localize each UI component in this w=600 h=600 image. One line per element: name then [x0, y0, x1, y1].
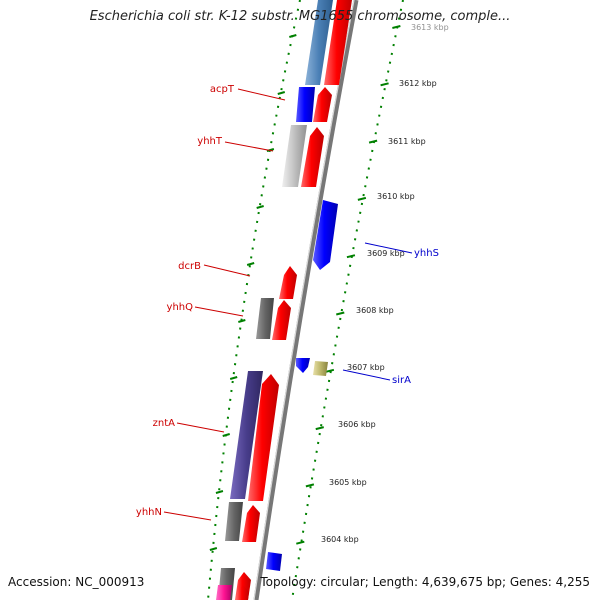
gene-feature-yhhT: [282, 125, 307, 187]
gene-feature-yhhQ-pair: [272, 300, 291, 340]
gene-label-zntA: zntA: [153, 418, 176, 429]
outer-ring-tick: [368, 139, 378, 144]
gene-label-acpT: acpT: [210, 84, 235, 95]
scale-label-3613: 3613 kbp: [411, 23, 449, 32]
connector-yhhN: [163, 511, 212, 521]
scale-label-3610: 3610 kbp: [377, 192, 415, 201]
gene-feature-bottom-red-2: [236, 585, 249, 600]
gene-label-dcrB: dcrB: [178, 261, 201, 272]
gene-feature-acpT: [296, 87, 315, 122]
outer-ring-tick: [296, 540, 305, 545]
label-connectors: [163, 88, 413, 521]
gene-label-yhhN: yhhN: [136, 507, 162, 518]
gene-label-sirA: sirA: [392, 375, 411, 386]
outer-ring-tick: [346, 254, 356, 259]
gene-label-yhhS: yhhS: [414, 248, 439, 259]
inner-ring-tick: [229, 376, 238, 380]
scale-label-3605: 3605 kbp: [329, 478, 367, 487]
inner-ring-tick: [222, 433, 230, 437]
outer-ring-tick: [305, 483, 315, 488]
gene-feature-yhhQ: [256, 298, 274, 339]
gene-feature-bottom-blue: [266, 552, 282, 571]
chromosome-backbone: [253, 0, 359, 600]
accession-text: Accession: NC_000913: [8, 575, 145, 589]
gene-feature-yhhT-pair: [301, 127, 324, 187]
outer-ring-tick: [357, 196, 367, 201]
inner-ring-tick: [215, 490, 224, 494]
inner-ring-tick: [209, 547, 218, 551]
gene-feature-steel: [305, 0, 333, 85]
gene-feature-sirA-blue: [296, 358, 310, 373]
connector-yhhS: [364, 242, 413, 254]
connector-zntA: [176, 422, 225, 433]
outer-ring-tick: [325, 368, 335, 373]
gene-feature-zntA-pair: [248, 374, 279, 501]
gene-label-yhhQ: yhhQ: [167, 302, 194, 313]
inner-ring-tick: [238, 319, 246, 323]
inner-ring-tick: [256, 205, 264, 209]
gene-feature-acpT-pair: [313, 87, 332, 122]
scale-label-3609: 3609 kbp: [367, 249, 405, 258]
outer-ring-tick: [315, 426, 324, 431]
scale-labels: 3613 kbp 3612 kbp 3611 kbp 3610 kbp 3609…: [321, 23, 449, 544]
scale-label-3604: 3604 kbp: [321, 535, 359, 544]
outer-ring-tick: [380, 82, 389, 87]
connector-sirA: [342, 369, 391, 381]
gene-feature-yhhS: [313, 200, 338, 270]
inner-ring-tick: [289, 34, 297, 38]
gene-feature-sirA: [313, 361, 328, 376]
gene-feature-zntA: [230, 371, 263, 499]
scale-label-3611: 3611 kbp: [388, 137, 426, 146]
gene-feature-yhhN-pair: [242, 505, 260, 542]
gene-feature-yhhN: [225, 502, 243, 541]
gene-label-yhhT: yhhT: [197, 136, 223, 147]
scale-label-3612: 3612 kbp: [399, 79, 437, 88]
gene-features: [216, 0, 352, 600]
inner-ring: [207, 0, 301, 600]
chart-title: Escherichia coli str. K-12 substr. MG165…: [89, 9, 511, 24]
connector-yhhT: [224, 141, 274, 152]
scale-label-3608: 3608 kbp: [356, 306, 394, 315]
outer-ring-tick: [392, 25, 401, 29]
topology-text: Topology: circular; Length: 4,639,675 bp…: [260, 575, 590, 589]
outer-ring-tick: [336, 311, 345, 316]
scale-ticks: [209, 25, 401, 551]
gene-feature-dcrB: [279, 266, 297, 299]
inner-ring-tick: [246, 262, 255, 266]
scale-label-3607: 3607 kbp: [347, 363, 385, 372]
scale-label-3606: 3606 kbp: [338, 420, 376, 429]
gene-feature-red: [324, 0, 352, 85]
connector-dcrB: [203, 264, 251, 277]
gene-labels: acpT yhhT yhhS dcrB yhhQ sirA zntA yhhN: [136, 84, 439, 518]
inner-ring-tick: [277, 91, 286, 95]
connector-acpT: [237, 88, 286, 101]
connector-yhhQ: [194, 306, 244, 317]
gene-feature-bottom-pink: [216, 585, 232, 600]
